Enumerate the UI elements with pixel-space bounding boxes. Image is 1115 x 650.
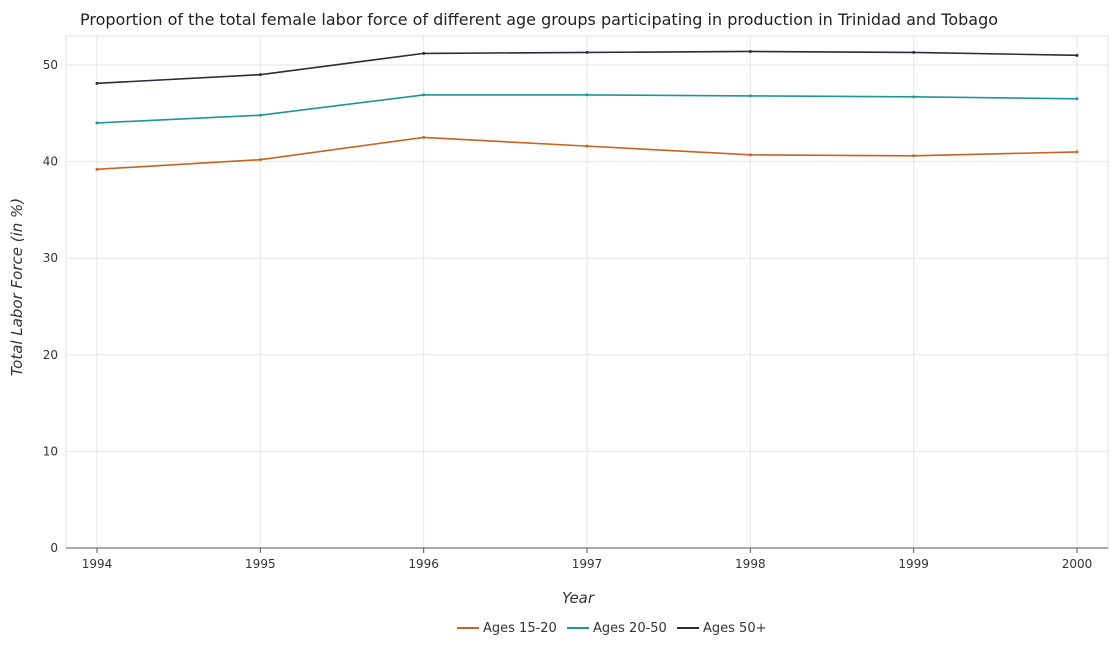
data-point (585, 144, 589, 148)
x-tick-label: 1998 (735, 557, 766, 571)
legend-label: Ages 50+ (703, 621, 766, 636)
x-tick-label: 1999 (898, 557, 929, 571)
x-tick-label: 1996 (408, 557, 439, 571)
data-point (422, 93, 426, 97)
series-group (95, 49, 1079, 171)
y-tick-label: 10 (43, 444, 58, 458)
data-point (748, 94, 752, 98)
x-tick-label: 1994 (82, 557, 113, 571)
data-point (258, 73, 262, 77)
data-point (422, 135, 426, 139)
data-point (1075, 150, 1079, 154)
data-point (912, 50, 916, 54)
x-tick-label: 2000 (1062, 557, 1093, 571)
data-point (1075, 97, 1079, 101)
data-point (912, 154, 916, 158)
y-tick-label: 30 (43, 251, 58, 265)
legend-label: Ages 20-50 (593, 621, 667, 636)
legend-label: Ages 15-20 (483, 621, 557, 636)
axes: 0 10 20 30 40 50 1994 1995 1996 1997 1998 1999 2000 (43, 58, 1108, 571)
data-point (585, 93, 589, 97)
grid (65, 35, 1109, 549)
data-point (95, 81, 99, 85)
y-tick-label: 0 (50, 541, 58, 555)
data-point (95, 121, 99, 125)
data-point (748, 49, 752, 53)
x-tick-label: 1997 (572, 557, 603, 571)
data-point (748, 153, 752, 157)
data-point (912, 95, 916, 99)
data-point (1075, 53, 1079, 57)
data-point (585, 50, 589, 54)
data-point (258, 113, 262, 117)
x-tick-label: 1995 (245, 557, 276, 571)
data-point (258, 158, 262, 162)
y-tick-label: 20 (43, 348, 58, 362)
x-axis-label: Year (562, 589, 595, 607)
y-axis-label: Total Labor Force (in %) (8, 198, 26, 376)
data-point (95, 167, 99, 171)
y-tick-label: 50 (43, 58, 58, 72)
chart-title: Proportion of the total female labor for… (80, 10, 998, 29)
legend: Ages 15-20 Ages 20-50 Ages 50+ (457, 621, 766, 636)
y-tick-label: 40 (43, 155, 58, 169)
data-point (422, 51, 426, 55)
